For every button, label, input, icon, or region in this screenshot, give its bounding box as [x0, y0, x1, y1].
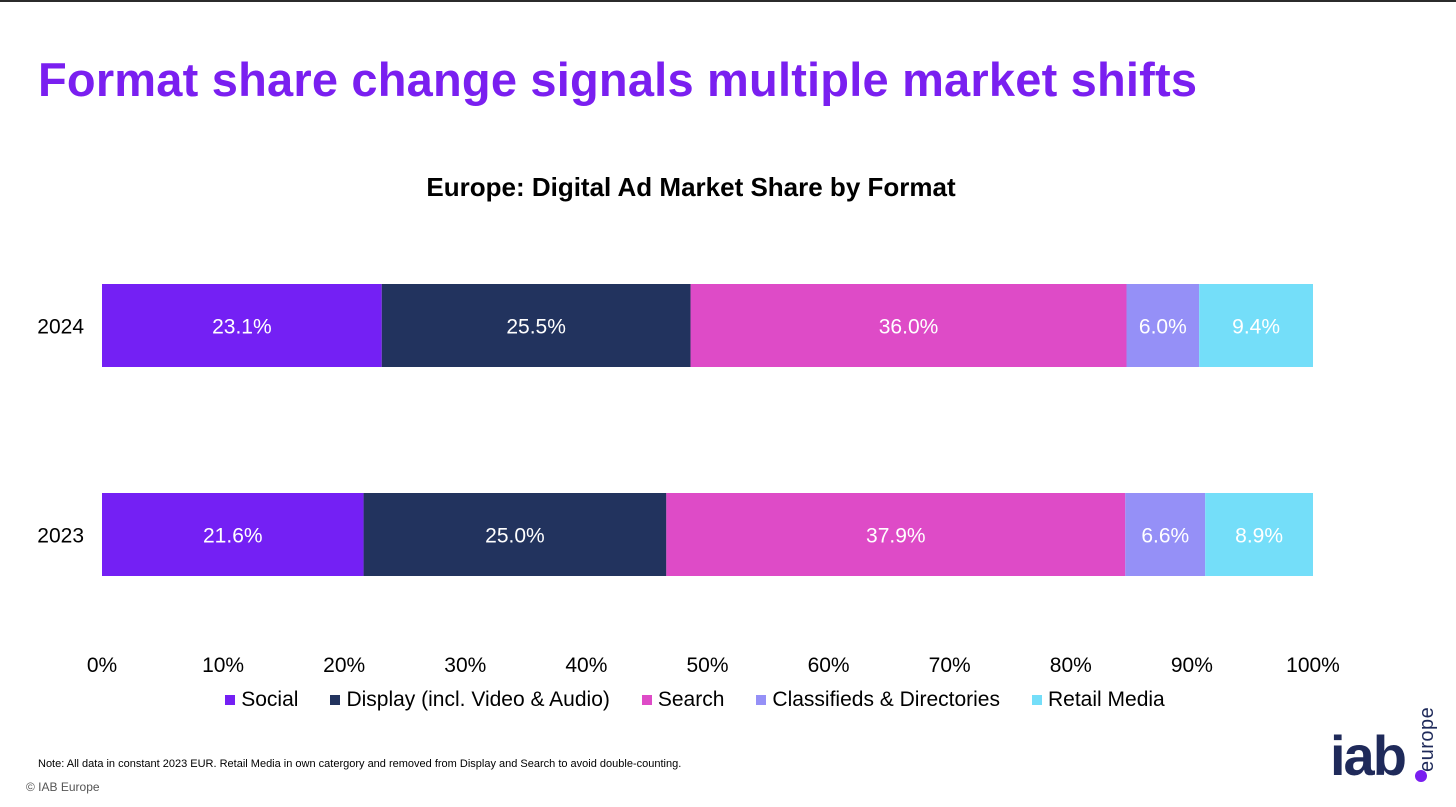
legend-label: Search: [657, 688, 725, 711]
bar-segment-display-incl-video-audio-2023: [363, 493, 667, 576]
legend-label: Display (incl. Video & Audio): [346, 688, 610, 711]
data-label-retail-media-2024: 9.4%: [1232, 316, 1280, 339]
legend-item: Search: [641, 688, 725, 712]
chart-legend: Social Display (incl. Video & Audio) Searc…: [0, 688, 1390, 712]
data-label-social-2023: 21.6%: [203, 525, 263, 548]
legend-item: Social: [225, 688, 298, 712]
logo-subtext: europe: [1416, 706, 1438, 772]
data-label-search-2023: 37.9%: [866, 525, 926, 548]
chart-title: Europe: Digital Ad Market Share by Forma…: [426, 172, 956, 202]
bar-segment-retail-media-2024: [1199, 284, 1313, 367]
category-label-2024: 2024: [37, 316, 84, 339]
legend-swatch: [1032, 695, 1042, 705]
x-tick-label: 0%: [87, 654, 117, 677]
bar-segment-social-2023: [102, 493, 364, 576]
bar-segment-search-2023: [666, 493, 1126, 576]
legend-item: Retail Media: [1032, 688, 1165, 712]
x-tick-label: 30%: [444, 654, 486, 677]
x-tick-label: 60%: [808, 654, 850, 677]
legend-swatch: [641, 695, 652, 705]
x-tick-label: 90%: [1171, 654, 1213, 677]
legend-item: Display (incl. Video & Audio): [330, 688, 610, 712]
x-tick-label: 20%: [323, 654, 365, 677]
x-tick-label: 80%: [1050, 654, 1092, 677]
legend-swatch: [330, 695, 341, 705]
iab-europe-logo: iab europe: [1330, 700, 1440, 790]
bar-segment-classifieds-directories-2024: [1126, 284, 1200, 367]
data-label-display-incl-video-audio-2024: 25.5%: [506, 316, 566, 339]
bar-segment-classifieds-directories-2023: [1125, 493, 1206, 576]
logo-wordmark: iab: [1330, 724, 1407, 787]
bar-segment-search-2024: [690, 284, 1127, 367]
category-label-2023: 2023: [37, 525, 84, 548]
slide-headline: Format share change signals multiple mar…: [38, 53, 1198, 106]
legend-label: Classifieds & Directories: [772, 688, 1000, 711]
data-label-classifieds-directories-2023: 6.6%: [1141, 525, 1189, 548]
legend-item: Classifieds & Directories: [756, 688, 1000, 712]
data-label-classifieds-directories-2024: 6.0%: [1139, 316, 1187, 339]
logo-dot: [1415, 770, 1427, 782]
footnote: Note: All data in constant 2023 EUR. Ret…: [38, 758, 682, 770]
x-tick-label: 70%: [929, 654, 971, 677]
x-tick-label: 10%: [202, 654, 244, 677]
legend-label: Social: [241, 688, 299, 711]
legend-swatch: [225, 695, 236, 705]
stacked-bar-chart: 2024 23.1% 25.5% 36.0% 6.0% 9.4% 2023 21.6% 25.0…: [37, 284, 1340, 677]
x-tick-label: 40%: [565, 654, 607, 677]
data-label-social-2024: 23.1%: [212, 316, 272, 339]
x-tick-label: 100%: [1286, 654, 1340, 677]
top-rule: [0, 0, 1456, 2]
copyright: © IAB Europe: [26, 780, 100, 794]
data-label-display-incl-video-audio-2023: 25.0%: [485, 525, 545, 548]
legend-swatch: [756, 695, 767, 705]
bar-segment-social-2024: [102, 284, 382, 367]
bar-segment-retail-media-2023: [1205, 493, 1313, 576]
x-tick-label: 50%: [686, 654, 728, 677]
legend-label: Retail Media: [1048, 688, 1165, 711]
bar-segment-display-incl-video-audio-2024: [381, 284, 691, 367]
data-label-search-2024: 36.0%: [879, 316, 939, 339]
data-label-retail-media-2023: 8.9%: [1235, 525, 1283, 548]
